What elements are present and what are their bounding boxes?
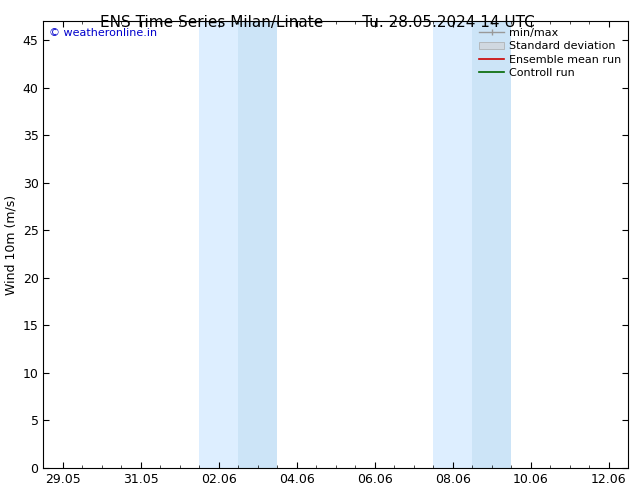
Bar [200, 22, 238, 468]
Bar [238, 22, 278, 468]
Bar [472, 22, 512, 468]
Y-axis label: Wind 10m (m/s): Wind 10m (m/s) [4, 195, 17, 294]
Bar [434, 22, 472, 468]
Legend: min/max, Standard deviation, Ensemble mean run, Controll run: min/max, Standard deviation, Ensemble me… [475, 24, 626, 82]
Text: ENS Time Series Milan/Linate        Tu. 28.05.2024 14 UTC: ENS Time Series Milan/Linate Tu. 28.05.2… [100, 15, 534, 30]
Text: © weatheronline.in: © weatheronline.in [49, 28, 157, 38]
